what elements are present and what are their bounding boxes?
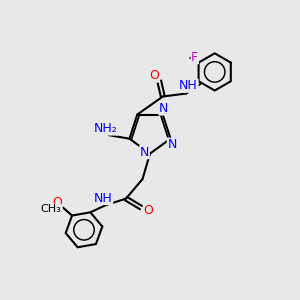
Text: N: N — [167, 138, 177, 151]
Text: NH: NH — [94, 191, 112, 205]
Text: CH₃: CH₃ — [40, 204, 61, 214]
Text: O: O — [149, 69, 159, 82]
Text: N: N — [159, 102, 168, 115]
Text: NH₂: NH₂ — [94, 122, 117, 135]
Text: NH: NH — [179, 79, 198, 92]
Text: N: N — [140, 146, 149, 159]
Text: O: O — [52, 196, 62, 209]
Text: O: O — [144, 204, 153, 217]
Text: F: F — [191, 51, 198, 64]
